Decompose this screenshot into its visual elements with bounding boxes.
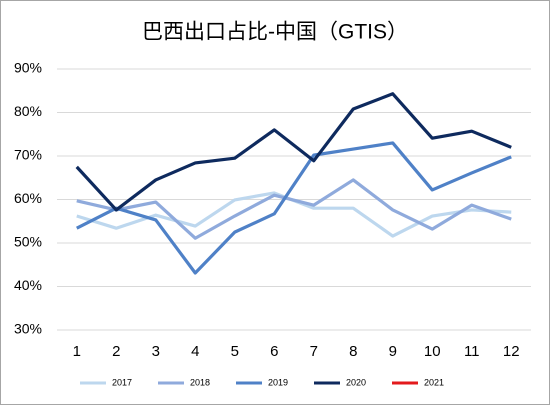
x-tick-label: 10: [424, 343, 441, 360]
series-line: [75, 92, 512, 212]
x-tick-label: 12: [503, 343, 520, 360]
x-tick-label: 5: [231, 343, 239, 360]
x-tick-label: 1: [73, 343, 81, 360]
legend-label: 2017: [112, 377, 132, 387]
x-tick-label: 3: [152, 343, 160, 360]
y-tick-label: 30%: [14, 321, 42, 337]
y-tick-label: 90%: [14, 60, 42, 76]
x-tick-label: 6: [270, 343, 278, 360]
chart-title: 巴西出口占比-中国（GTIS）: [142, 21, 408, 44]
legend-label: 2021: [424, 377, 444, 387]
legend-label: 2019: [268, 377, 288, 387]
x-tick-label: 2: [112, 343, 120, 360]
y-tick-label: 50%: [14, 234, 42, 250]
y-tick-label: 70%: [14, 147, 42, 163]
x-tick-label: 8: [349, 343, 357, 360]
x-tick-label: 9: [389, 343, 397, 360]
series-line: [76, 141, 512, 275]
legend-label: 2020: [346, 377, 366, 387]
legend-label: 2018: [190, 377, 210, 387]
y-tick-label: 40%: [14, 277, 42, 293]
y-tick-label: 60%: [14, 190, 42, 206]
x-tick-label: 4: [191, 343, 199, 360]
y-tick-label: 80%: [14, 103, 42, 119]
series-line: [76, 178, 512, 240]
x-tick-label: 11: [464, 343, 480, 360]
x-tick-label: 7: [310, 343, 318, 360]
